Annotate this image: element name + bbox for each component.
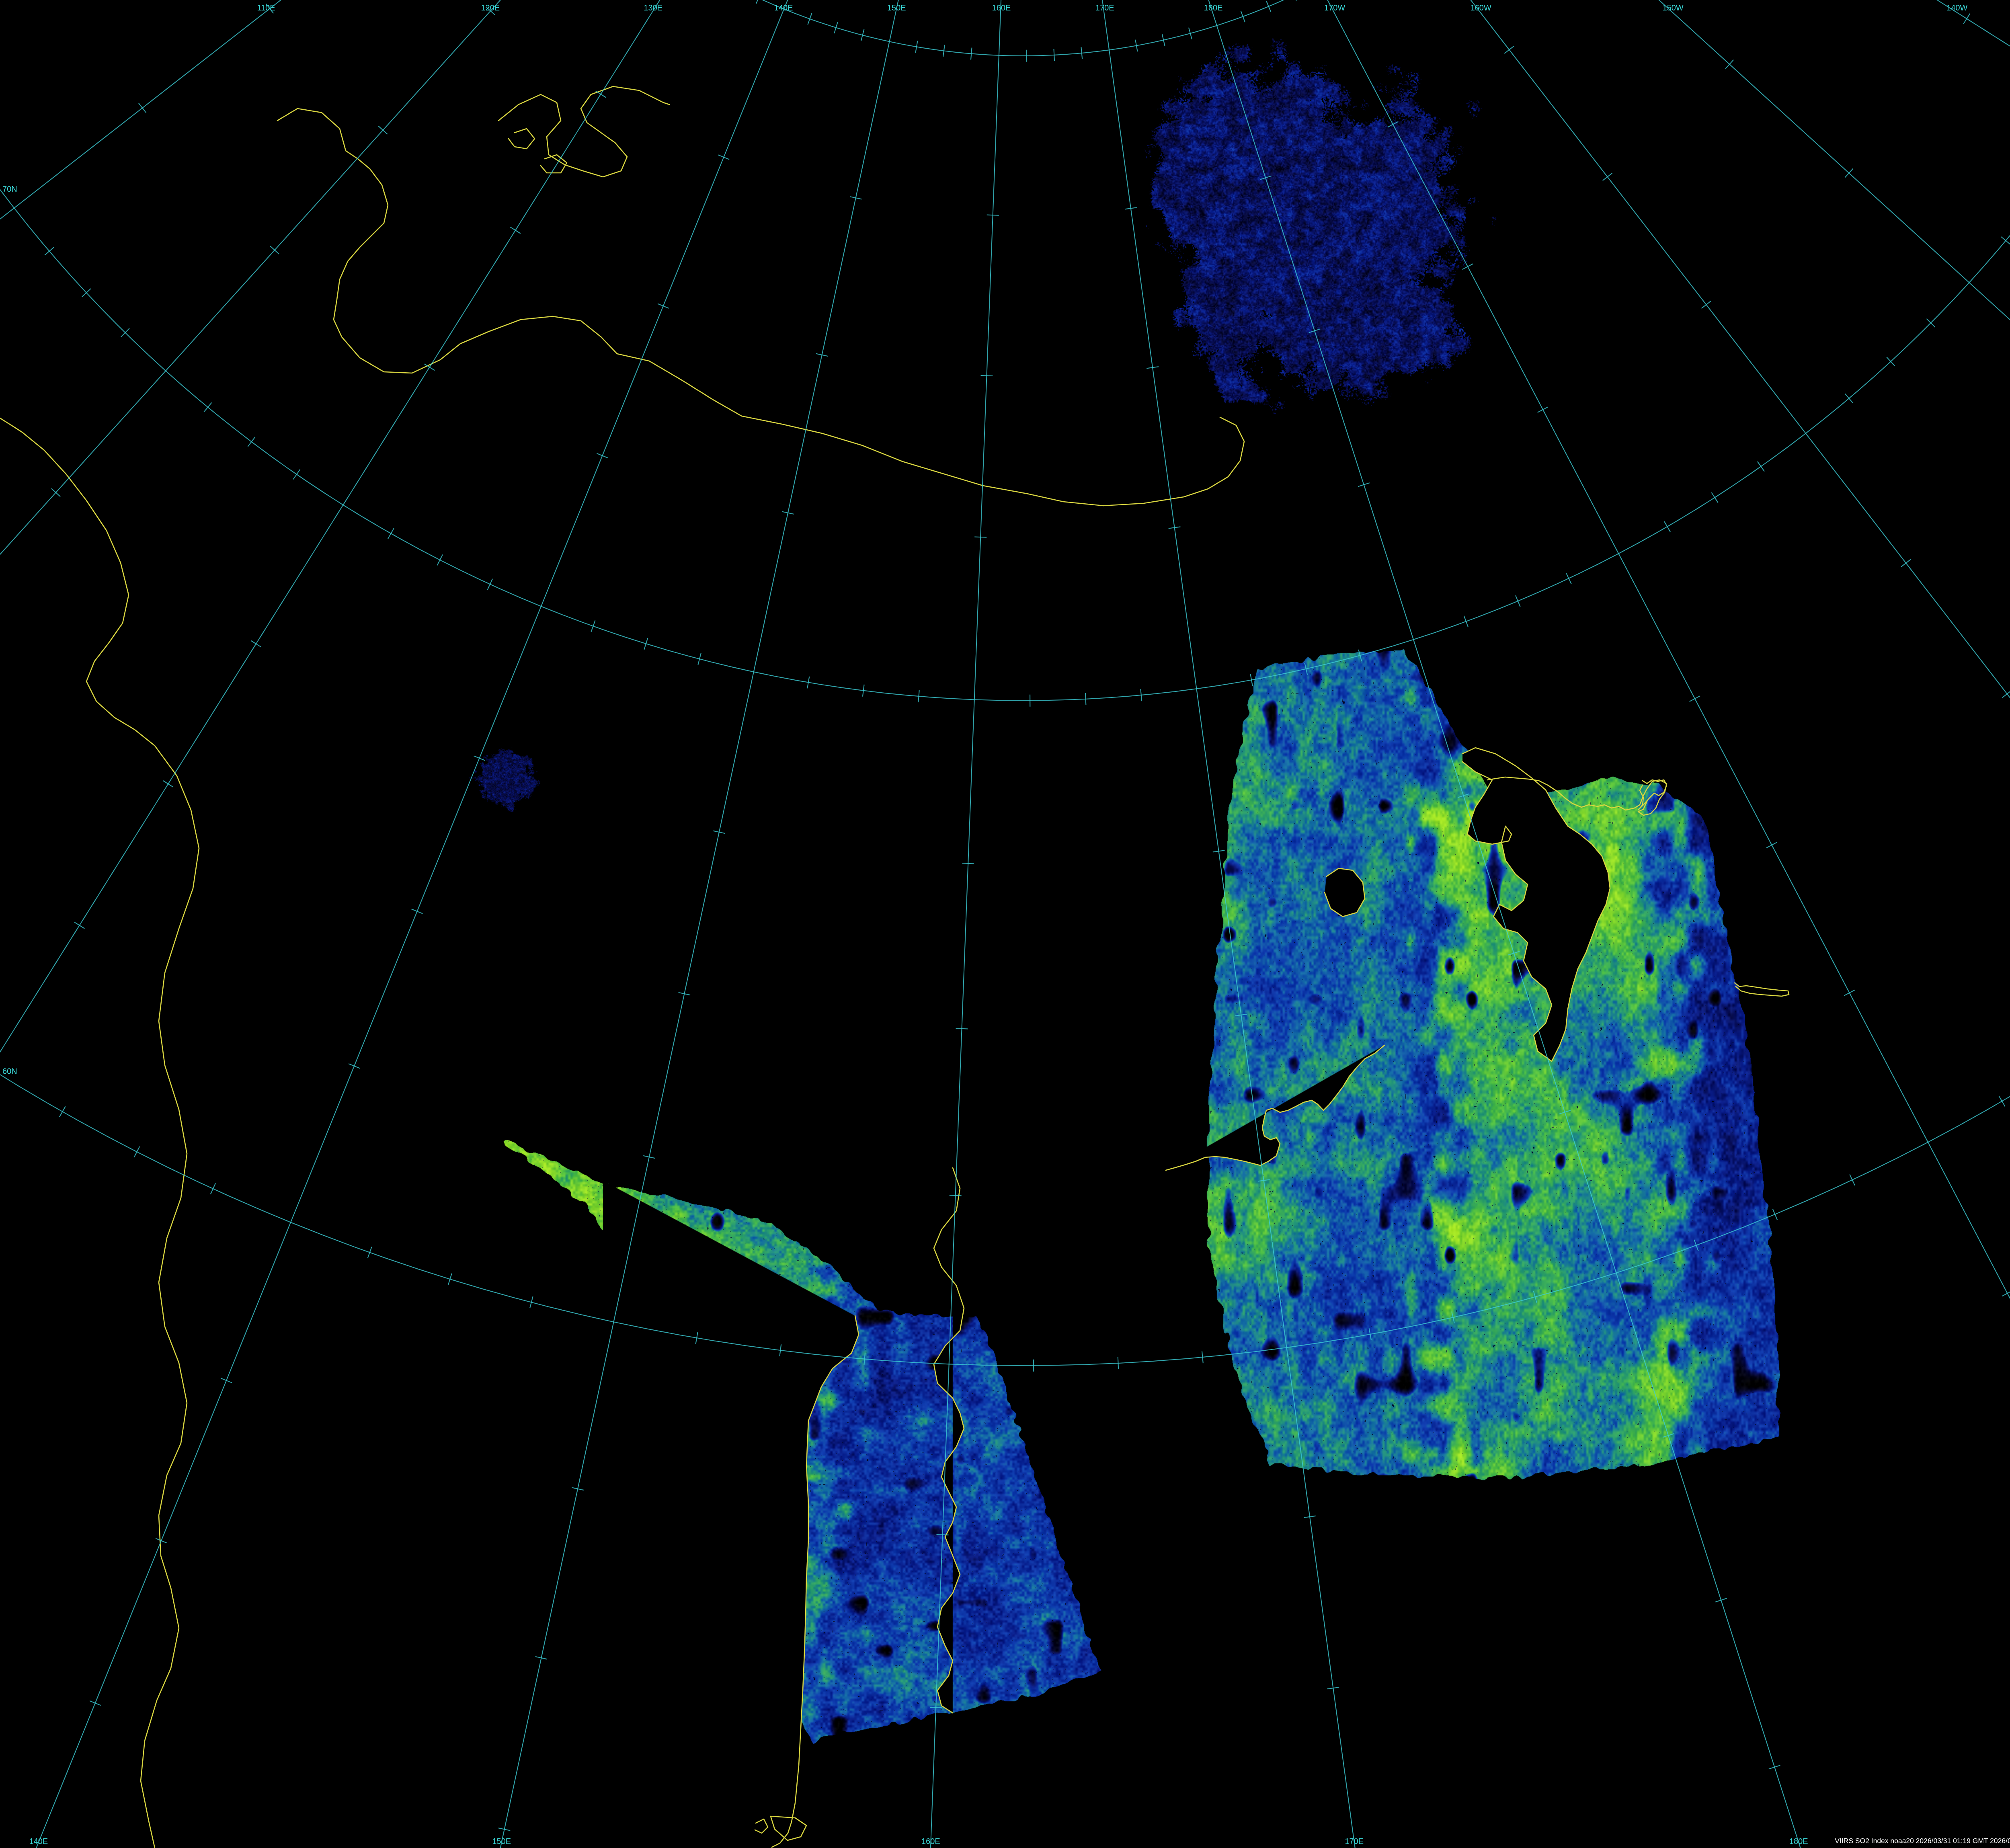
svg-text:170W: 170W — [1324, 4, 1345, 12]
svg-text:130E: 130E — [644, 4, 662, 12]
svg-text:160E: 160E — [992, 4, 1011, 12]
svg-text:140W: 140W — [1946, 4, 1967, 12]
svg-text:180E: 180E — [1204, 4, 1223, 12]
svg-text:140E: 140E — [29, 1837, 48, 1846]
svg-text:120E: 120E — [481, 4, 500, 12]
svg-text:160E: 160E — [921, 1837, 940, 1846]
svg-text:150W: 150W — [1663, 4, 1684, 12]
svg-text:140E: 140E — [774, 4, 793, 12]
svg-text:110E: 110E — [257, 4, 275, 12]
svg-text:70N: 70N — [2, 185, 17, 194]
svg-text:170E: 170E — [1345, 1837, 1364, 1846]
svg-text:150E: 150E — [492, 1837, 511, 1846]
svg-text:60N: 60N — [2, 1067, 17, 1076]
svg-text:150E: 150E — [887, 4, 906, 12]
svg-text:160W: 160W — [1471, 4, 1491, 12]
svg-text:180E: 180E — [1789, 1837, 1808, 1846]
svg-text:170E: 170E — [1095, 4, 1114, 12]
